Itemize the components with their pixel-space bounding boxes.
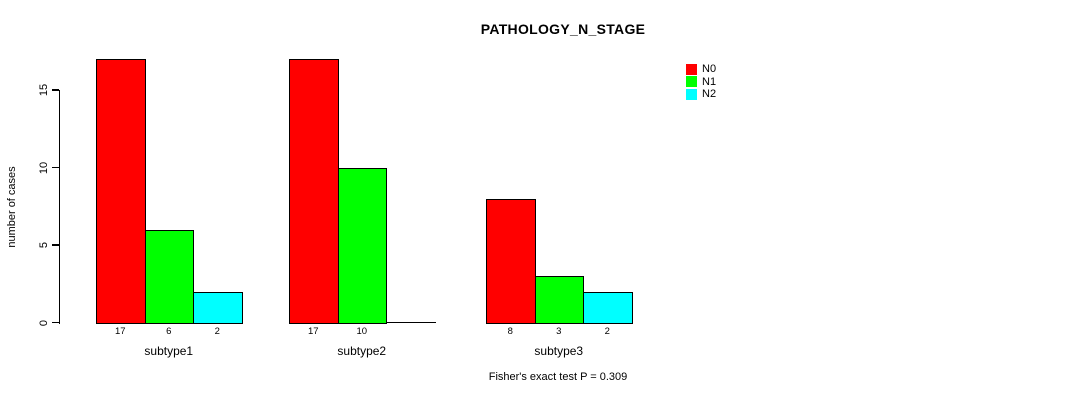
bar-N2-subtype1 [193,291,243,324]
bar-value-label: 3 [556,326,562,337]
y-tick [52,321,59,324]
legend-swatch-icon [686,88,697,100]
category-label-subtype1: subtype1 [144,344,194,358]
bar-N1-subtype3 [534,276,584,324]
zero-height-bar-N2-subtype2 [386,321,436,324]
bar-N2-subtype3 [583,291,633,324]
y-tick [52,166,59,169]
y-tick-label: 0 [38,319,50,326]
category-label-subtype2: subtype2 [337,344,387,358]
bar-value-label: 2 [604,326,610,337]
y-tick-label: 5 [38,241,50,249]
bar-value-label: 2 [214,326,220,337]
bar-value-label: 6 [166,326,172,337]
legend-swatch-icon [686,63,697,75]
legend-label: N0 [702,63,717,76]
bar-value-label: 17 [307,326,319,337]
bar-N0-subtype1 [96,59,146,324]
bar-N1-subtype1 [144,229,194,324]
y-tick [52,244,59,246]
bar-N1-subtype2 [337,167,387,324]
chart-title: PATHOLOGY_N_STAGE [480,21,646,37]
y-tick [52,89,59,91]
legend-label: N2 [702,88,717,101]
annotation-fisher-test: Fisher's exact test P = 0.309 [488,371,628,383]
y-axis-line [58,90,60,324]
bar-value-label: 8 [507,326,513,337]
legend: N0 N1 N2 [686,63,716,101]
y-tick-label: 15 [38,83,50,97]
bar-value-label: 10 [356,326,368,337]
y-tick-label: 10 [38,161,50,174]
legend-swatch-icon [686,76,697,88]
legend-item-N0: N0 [686,63,716,76]
bar-N0-subtype2 [289,59,339,324]
bar-N0-subtype3 [486,198,536,324]
legend-item-N1: N1 [686,76,716,89]
legend-label: N1 [702,75,717,88]
legend-item-N2: N2 [686,88,716,101]
bar-value-label: 17 [114,326,126,337]
category-label-subtype3: subtype3 [534,344,584,358]
